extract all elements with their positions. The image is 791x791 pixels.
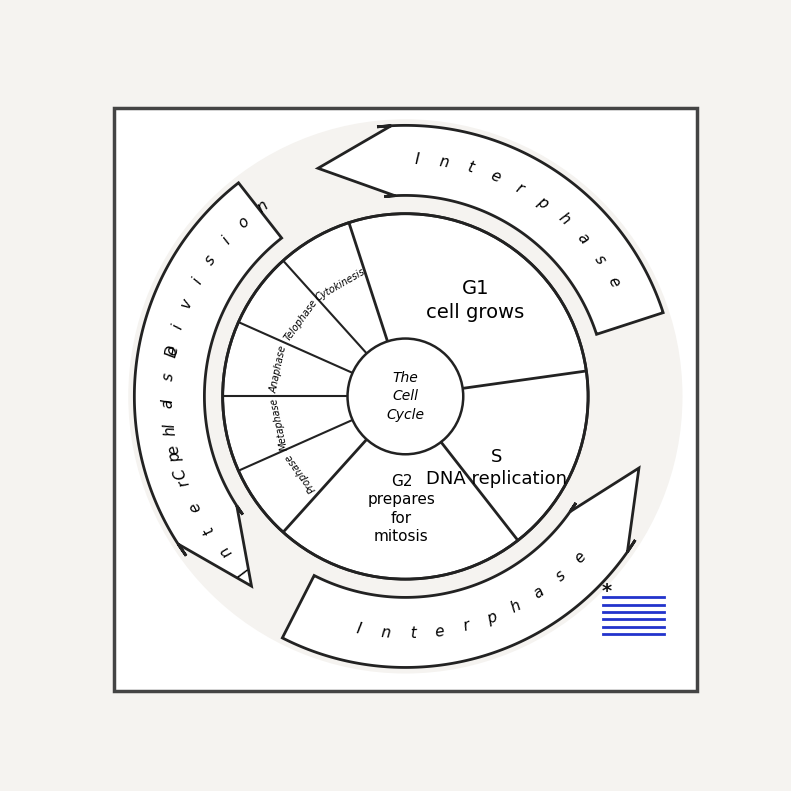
Polygon shape <box>134 183 282 586</box>
Polygon shape <box>318 125 663 335</box>
Text: e: e <box>571 549 589 566</box>
Text: e: e <box>488 168 502 185</box>
Text: i: i <box>190 276 205 287</box>
Text: I: I <box>355 622 363 638</box>
Circle shape <box>347 339 464 454</box>
Text: Cell: Cell <box>392 389 418 403</box>
Text: p: p <box>534 194 551 211</box>
Circle shape <box>223 214 589 579</box>
Text: G2
prepares
for
mitosis: G2 prepares for mitosis <box>368 474 435 544</box>
Text: Cytokinesis: Cytokinesis <box>314 266 367 303</box>
Text: S
DNA replication: S DNA replication <box>426 448 567 488</box>
Text: v: v <box>178 297 195 311</box>
Text: r: r <box>513 180 526 196</box>
Text: Cycle: Cycle <box>386 407 425 422</box>
Text: o: o <box>235 214 252 232</box>
Text: The: The <box>392 371 418 385</box>
Text: a: a <box>531 584 547 602</box>
Text: h: h <box>555 210 572 228</box>
Text: s: s <box>202 252 219 267</box>
Text: Prophase: Prophase <box>283 451 318 494</box>
Polygon shape <box>282 468 639 668</box>
Text: p: p <box>484 609 498 626</box>
Text: n: n <box>380 625 391 641</box>
Text: C: C <box>172 466 190 481</box>
Text: a: a <box>574 229 592 247</box>
Text: s: s <box>553 568 569 585</box>
Text: e: e <box>433 623 445 640</box>
Text: Telophase: Telophase <box>282 297 319 343</box>
Text: i: i <box>219 234 233 247</box>
Text: h: h <box>162 425 179 437</box>
Text: Metaphase: Metaphase <box>268 396 290 451</box>
Text: t: t <box>201 524 217 537</box>
Text: s: s <box>161 372 176 381</box>
Text: s: s <box>591 252 607 267</box>
Text: e: e <box>165 444 182 456</box>
Text: a: a <box>161 399 176 409</box>
Text: D: D <box>164 344 180 358</box>
Text: t: t <box>465 160 475 176</box>
Text: e: e <box>605 274 623 290</box>
Text: l: l <box>161 399 176 403</box>
Text: h: h <box>509 598 524 615</box>
Text: r: r <box>176 477 192 488</box>
Text: *: * <box>601 582 611 601</box>
Text: t: t <box>410 626 416 642</box>
Text: Anaphase: Anaphase <box>269 345 289 394</box>
Text: r: r <box>461 618 471 634</box>
Text: i: i <box>170 323 186 331</box>
Text: n: n <box>437 153 449 170</box>
Circle shape <box>128 119 683 674</box>
Text: l: l <box>162 422 177 429</box>
Text: e: e <box>187 499 204 515</box>
Text: I: I <box>414 152 419 167</box>
Text: n: n <box>217 543 234 560</box>
Text: p: p <box>167 450 184 464</box>
Text: n: n <box>254 198 271 216</box>
Text: e: e <box>165 344 180 356</box>
Text: G1
cell grows: G1 cell grows <box>426 279 524 322</box>
Text: I: I <box>237 564 251 578</box>
